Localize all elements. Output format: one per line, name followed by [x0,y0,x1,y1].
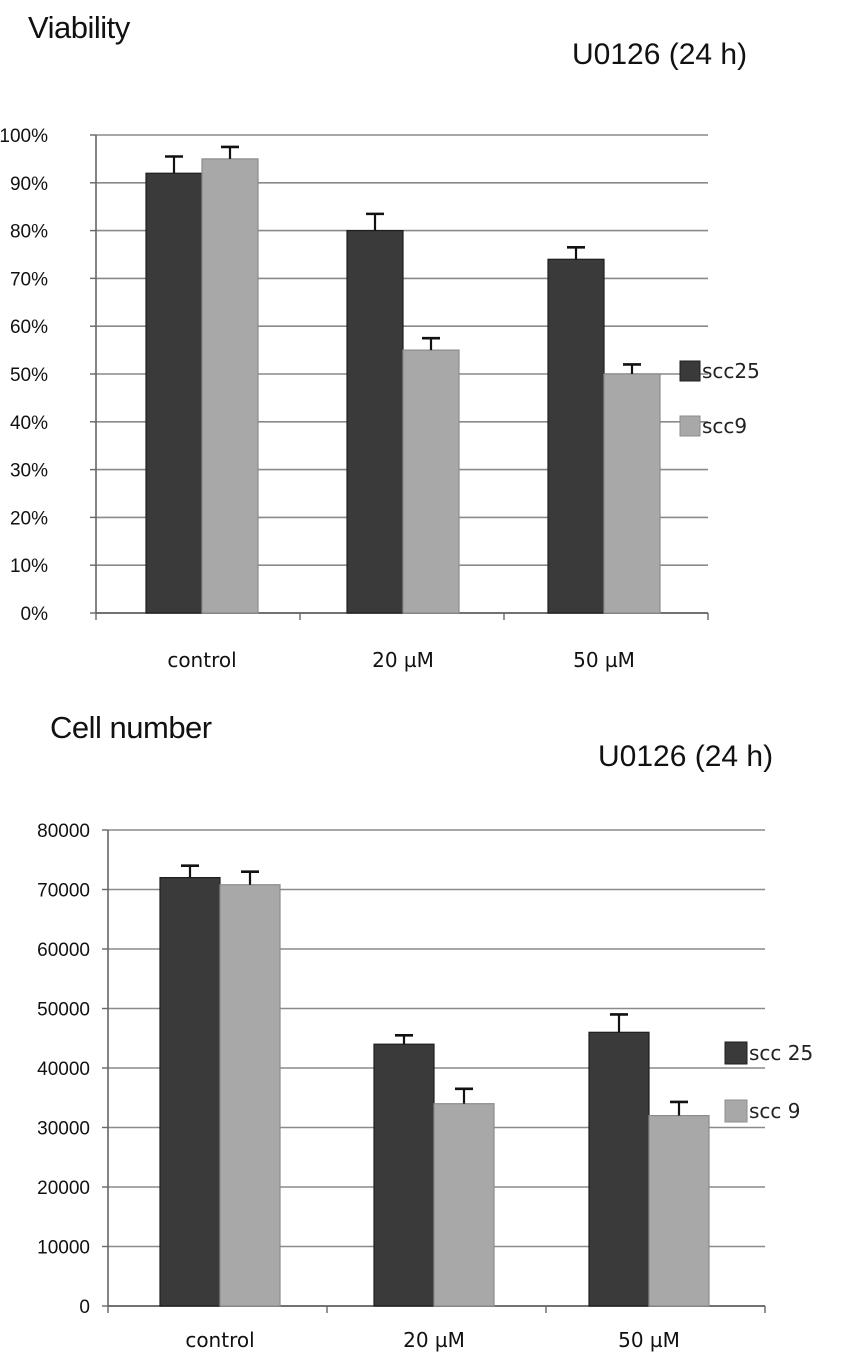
x-category-label: 50 µM [618,1328,680,1352]
legend-swatch-scc25 [679,360,701,382]
y-tick-label: 40000 [37,1059,90,1080]
legend-swatch-scc9 [724,1099,748,1123]
chart-title: Viability [28,10,130,45]
y-tick-label: 90% [10,174,48,195]
bar-scc25-0 [159,877,221,1307]
bar-scc9-0 [201,158,259,614]
cell-number-chart-panel: 0 10000 20000 30000 40000 50000 60000 70000 8000… [0,695,842,1368]
bar-scc9-1 [402,349,460,614]
y-tick-label: 0 [79,1297,90,1318]
y-tick-label: 70000 [37,881,90,902]
chart-subtitle: U0126 (24 h) [598,740,774,773]
y-tick-label: 20000 [37,1178,90,1199]
y-tick-label: 20% [10,508,48,529]
bar-scc25-2 [588,1031,650,1307]
bar-scc9-0 [219,884,281,1307]
bar-scc9-2 [648,1115,710,1307]
viability-chart-panel: 0% 10% 20% 30% 40% 50% 60% 70% 80% 90% 100% control… [0,10,760,672]
y-tick-label: 30000 [37,1119,90,1140]
legend-label: scc 25 [749,1041,813,1065]
y-tick-label: 70% [10,269,48,290]
bar-scc25-1 [346,230,404,614]
legend-label: scc9 [702,414,747,438]
x-category-label: 20 µM [403,1328,465,1352]
bar-scc25-0 [145,172,203,614]
y-tick-label: 10000 [37,1238,90,1259]
chart-subtitle: U0126 (24 h) [572,38,748,71]
bar-scc9-1 [433,1103,495,1307]
x-category-label: control [185,1328,254,1352]
legend-swatch-scc25 [724,1041,748,1065]
legend-label: scc25 [702,359,760,383]
y-tick-label: 80% [10,222,48,243]
y-tick-label: 40% [10,413,48,434]
y-tick-label: 50% [10,365,48,386]
y-tick-label: 60000 [37,940,90,961]
y-tick-label: 100% [0,126,48,147]
x-category-label: 20 µM [372,648,434,672]
bar-scc25-2 [547,258,605,614]
y-tick-label: 10% [10,556,48,577]
chart-title: Cell number [50,710,212,745]
x-category-label: control [167,648,236,672]
legend-swatch-scc9 [679,415,701,437]
bar-scc9-2 [603,373,661,614]
y-tick-label: 30% [10,461,48,482]
y-tick-label: 80000 [37,821,90,842]
legend-label: scc 9 [749,1099,801,1123]
cell-number-chart: 0 10000 20000 30000 40000 50000 60000 70000 8000… [37,821,813,1352]
y-tick-label: 50000 [37,1000,90,1021]
y-tick-label: 0% [21,604,49,625]
y-tick-label: 60% [10,317,48,338]
bar-scc25-1 [373,1043,435,1307]
x-category-label: 50 µM [573,648,635,672]
viability-chart: 0% 10% 20% 30% 40% 50% 60% 70% 80% 90% 100% control… [0,126,760,672]
